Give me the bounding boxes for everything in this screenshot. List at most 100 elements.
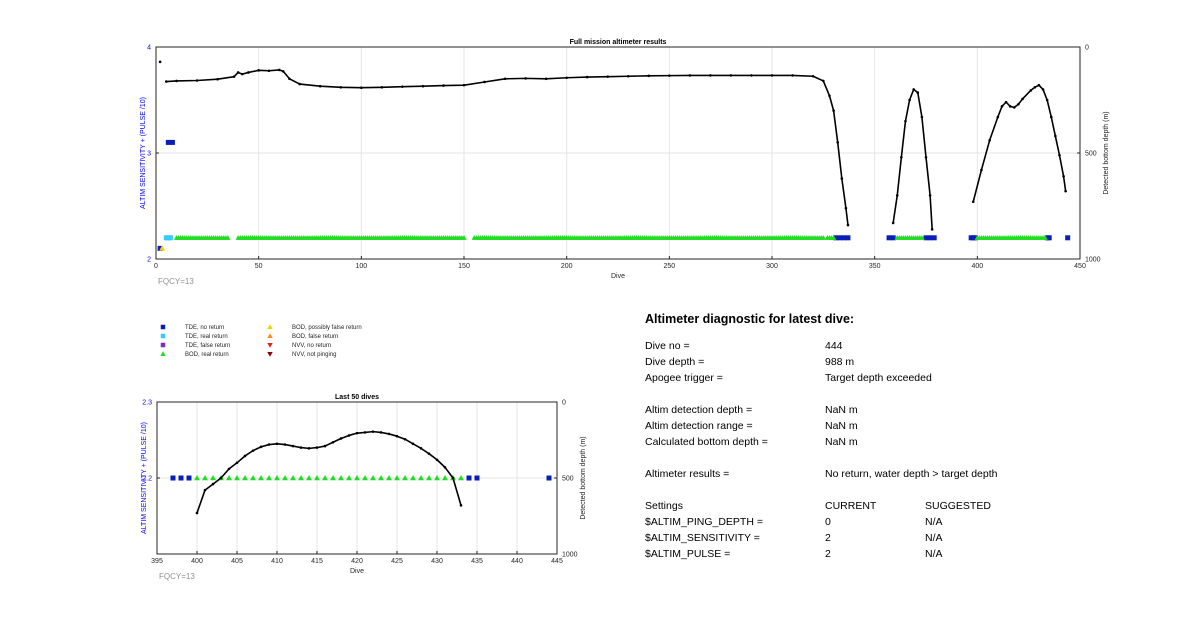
detection-range-label: Altim detection range = — [645, 420, 753, 432]
full-bottom-depth-point — [1008, 105, 1012, 108]
last50-bod-real-return-marker — [258, 475, 264, 481]
last50-xtick-label: 445 — [551, 558, 563, 565]
full-bottom-depth-point — [175, 79, 178, 83]
full-fqcy-note: FQCY=13 — [158, 277, 194, 286]
last50-ytick-right-label: 0 — [562, 400, 566, 407]
last50-bod-real-return-marker — [242, 475, 248, 481]
full-tde-no-return-marker — [890, 235, 896, 241]
full-tde-no-return-marker — [833, 235, 839, 241]
full-xtick-label: 150 — [458, 263, 470, 270]
full-ytick-left-label: 2 — [147, 257, 151, 264]
legend-item-label: BOD, possibly false return — [292, 325, 362, 331]
full-bod-real-return-marker — [830, 235, 837, 240]
last50-ytick-left-label: 2.2 — [142, 476, 152, 483]
detection-depth-label: Altim detection depth = — [645, 404, 753, 416]
ping-depth-suggested: N/A — [925, 516, 943, 528]
full-bottom-depth-point — [1017, 102, 1020, 106]
altimeter-results-value: No return, water depth > target depth — [825, 468, 998, 480]
full-bottom-depth-point — [647, 74, 651, 78]
last50-right-axis-label: Detected bottom depth (m) — [580, 436, 587, 519]
full-bottom-depth-point — [891, 221, 895, 225]
full-ytick-right-label: 0 — [1085, 45, 1089, 52]
last50-bod-real-return-marker — [314, 475, 320, 481]
last50-xtick-label: 395 — [151, 558, 163, 565]
full-bottom-depth-point — [1064, 189, 1067, 193]
last50-xtick-label: 440 — [511, 558, 523, 565]
last50-bottom-depth-line — [196, 430, 462, 514]
last50-bottom-depth-point — [363, 431, 367, 434]
last50-xtick-label: 430 — [431, 558, 443, 565]
last50-tde-no-return-marker — [178, 475, 184, 481]
last50-bod-real-return-marker — [234, 475, 240, 481]
last50-ytick-right-label: 500 — [562, 476, 574, 483]
full-bottom-depth-line — [892, 88, 933, 230]
full-bottom-depth-point — [912, 88, 915, 91]
full-bottom-depth-point — [895, 194, 899, 197]
legend-bod-false-return-marker — [267, 333, 273, 339]
last50-bottom-depth-point — [347, 434, 351, 437]
full-bottom-depth-point — [462, 83, 466, 87]
last50-bottom-depth-point — [251, 449, 255, 452]
full-bod-real-return-marker — [919, 235, 925, 240]
last50-xtick-label: 425 — [391, 558, 403, 565]
last50-bod-real-return-marker — [346, 475, 352, 481]
full-bottom-depth-point — [236, 71, 240, 74]
full-bottom-depth-point — [282, 70, 285, 73]
last50-bod-real-return-marker — [354, 475, 360, 481]
current-header: CURRENT — [825, 500, 877, 512]
last50-bottom-depth-point — [315, 446, 319, 449]
full-xtick-label: 0 — [154, 263, 158, 270]
pulse-suggested: N/A — [925, 548, 943, 560]
full-bottom-depth-point — [606, 75, 610, 78]
full-tde-no-return-marker — [886, 235, 892, 241]
full-bottom-depth-point — [401, 85, 404, 88]
last50-bod-real-return-marker — [434, 475, 440, 481]
full-bottom-depth-point — [971, 200, 975, 204]
full-bottom-depth-point — [298, 82, 302, 86]
legend-item-label: BOD, false return — [292, 334, 338, 340]
last50-bottom-depth-point — [459, 504, 463, 507]
last50-bottom-depth-point — [323, 444, 327, 448]
full-bottom-depth-point — [709, 74, 712, 77]
dive-depth-label: Dive depth = — [645, 356, 705, 368]
full-bottom-depth-point — [442, 84, 445, 87]
last50-bod-real-return-marker — [362, 475, 368, 481]
last50-bottom-depth-point — [275, 442, 279, 446]
last50-bod-real-return-marker — [370, 475, 376, 481]
last50-x-axis-label: Dive — [350, 568, 364, 575]
last50-bod-real-return-marker — [202, 475, 208, 481]
full-bottom-depth-point — [770, 74, 774, 77]
last50-bod-real-return-marker — [298, 475, 304, 481]
full-xtick-label: 300 — [766, 263, 778, 270]
last50-bottom-depth-point — [299, 446, 303, 449]
full-bottom-depth-point — [267, 69, 271, 73]
full-bottom-depth-point — [729, 74, 733, 77]
last50-bottom-depth-point — [291, 444, 295, 448]
last50-bod-real-return-marker — [322, 475, 328, 481]
full-bottom-depth-point — [916, 91, 920, 94]
full-tde-no-return-marker — [1065, 235, 1071, 241]
last50-chart-title: Last 50 dives — [335, 394, 379, 401]
settings-header: Settings — [645, 500, 683, 512]
full-bottom-depth-point — [1000, 105, 1004, 108]
last50-bottom-depth-point — [435, 458, 439, 462]
legend-tde-no-return-marker — [160, 324, 166, 330]
full-bottom-depth-point — [828, 94, 831, 98]
full-bottom-depth-point — [1049, 115, 1053, 119]
full-bottom-depth-point — [920, 115, 924, 119]
full-bottom-depth-point — [1021, 97, 1024, 101]
full-bottom-depth-point — [216, 77, 219, 81]
full-tde-no-return-marker — [927, 235, 933, 241]
full-bottom-depth-point — [360, 86, 363, 90]
full-x-axis-label: Dive — [611, 273, 625, 280]
last50-bod-real-return-marker — [426, 475, 432, 481]
full-bottom-depth-point — [164, 80, 168, 83]
sensitivity-suggested: N/A — [925, 532, 943, 544]
calculated-depth-value: NaN m — [825, 436, 858, 448]
full-bottom-depth-point — [288, 77, 291, 81]
full-bottom-depth-point — [1004, 100, 1008, 104]
last50-fqcy-note: FQCY=13 — [159, 572, 195, 581]
last50-bottom-depth-point — [211, 482, 215, 486]
full-tde-no-return-marker — [837, 235, 843, 241]
